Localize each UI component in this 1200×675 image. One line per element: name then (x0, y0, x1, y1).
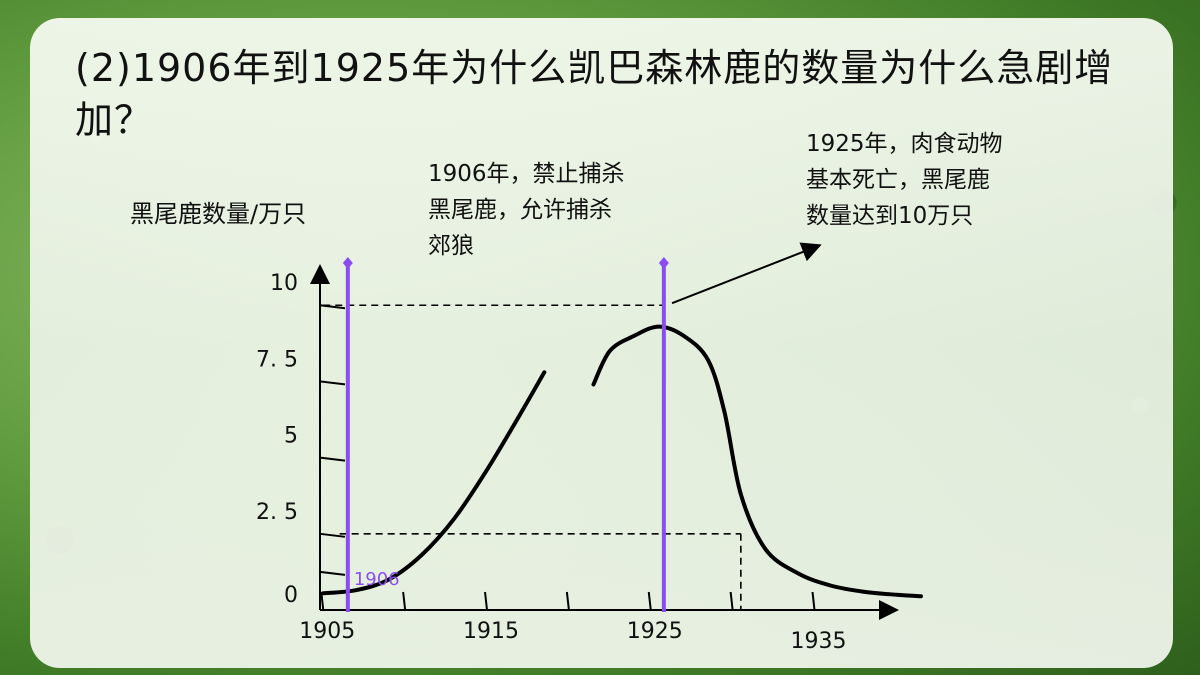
x-tick-label: 1905 (299, 619, 355, 644)
y-tick-label: 7. 5 (256, 347, 298, 372)
x-tick-mark (565, 591, 570, 611)
y-tick-mark (319, 570, 346, 576)
question-title: (2)1906年到1925年为什么凯巴森林鹿的数量为什么急剧增加？ (75, 46, 1114, 142)
x-tick-label: 1915 (463, 619, 519, 644)
year-marker-cap (342, 257, 353, 269)
population-curve (321, 324, 923, 599)
y-tick-label: 5 (284, 424, 298, 449)
y-tick-label: 0 (284, 583, 298, 608)
y-axis-ticks (319, 304, 346, 576)
y-tick-label: 10 (270, 271, 298, 296)
x-tick-mark (402, 591, 407, 611)
x-axis-ticks (320, 591, 816, 611)
y-tick-label: 2. 5 (256, 500, 298, 525)
content-panel (30, 18, 1173, 668)
x-tick-label: 1935 (791, 629, 847, 654)
annotation-1906: 1906年，禁止捕杀 黑尾鹿，允许捕杀 郊狼 (428, 161, 625, 259)
reference-lines (323, 304, 742, 610)
x-tick-mark (729, 591, 734, 611)
y-tick-mark (319, 380, 346, 386)
x-tick-mark (484, 591, 489, 611)
callout-arrow (671, 242, 822, 305)
x-tick-label: 1925 (627, 619, 683, 644)
x-tick-mark (647, 591, 652, 611)
annotation-1925: 1925年，肉食动物 基本死亡，黑尾鹿 数量达到10万只 (806, 131, 1003, 229)
curve-segment (321, 370, 547, 596)
tick-labels: 0 2. 5 5 7. 5 10 1905 1915 1925 1935 (256, 271, 846, 654)
curve-segment (591, 324, 923, 599)
year-markers: 1906 (342, 257, 669, 612)
year-marker-label: 1906 (354, 569, 400, 590)
y-tick-mark (319, 456, 346, 462)
y-axis-title: 黑尾鹿数量/万只 (130, 200, 306, 228)
y-tick-mark (319, 532, 346, 538)
x-tick-mark (320, 591, 325, 611)
year-marker-cap (658, 257, 669, 269)
x-tick-mark (811, 591, 816, 611)
